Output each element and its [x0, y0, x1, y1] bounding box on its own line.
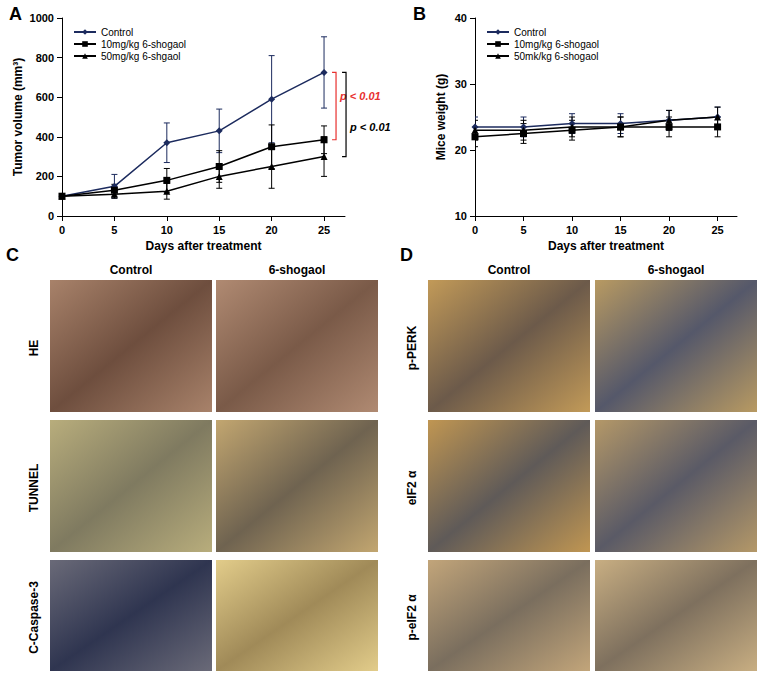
svg-text:600: 600	[36, 91, 54, 103]
svg-text:5: 5	[111, 224, 117, 236]
svg-text:D: D	[400, 245, 413, 265]
svg-text:25: 25	[318, 224, 330, 236]
svg-text:20: 20	[455, 144, 467, 156]
svg-text:0: 0	[48, 210, 54, 222]
svg-text:p < 0.01: p < 0.01	[349, 121, 391, 133]
svg-text:Mice weight (g): Mice weight (g)	[434, 74, 448, 161]
svg-text:B: B	[413, 4, 426, 24]
svg-text:5: 5	[520, 224, 526, 236]
svg-text:10: 10	[455, 210, 467, 222]
svg-text:Tumor volume (mm³): Tumor volume (mm³)	[11, 58, 25, 176]
svg-text:200: 200	[36, 170, 54, 182]
svg-text:p-eIF2 α: p-eIF2 α	[405, 594, 419, 641]
svg-text:HE: HE	[27, 340, 41, 357]
svg-text:6-shogaol: 6-shogaol	[648, 263, 705, 277]
svg-text:15: 15	[213, 224, 225, 236]
svg-text:0: 0	[59, 224, 65, 236]
svg-text:25: 25	[711, 224, 723, 236]
svg-text:10: 10	[161, 224, 173, 236]
svg-text:50mk/kg 6-shogaol: 50mk/kg 6-shogaol	[514, 51, 599, 62]
svg-text:p-PERK: p-PERK	[405, 325, 419, 370]
svg-text:eIF2 α: eIF2 α	[405, 470, 419, 505]
svg-text:Control: Control	[101, 27, 133, 38]
svg-text:40: 40	[455, 12, 467, 24]
svg-text:50mg/kg 6-shgaol: 50mg/kg 6-shgaol	[101, 51, 181, 62]
svg-text:Control: Control	[110, 263, 153, 277]
svg-text:Control: Control	[488, 263, 531, 277]
svg-text:20: 20	[663, 224, 675, 236]
svg-text:p < 0.01: p < 0.01	[339, 90, 381, 102]
svg-text:15: 15	[614, 224, 626, 236]
svg-text:C: C	[6, 245, 19, 265]
svg-text:Days after treatment: Days after treatment	[145, 239, 261, 253]
svg-text:A: A	[9, 4, 22, 24]
svg-text:0: 0	[472, 224, 478, 236]
svg-text:Control: Control	[514, 27, 546, 38]
svg-text:1000: 1000	[30, 12, 54, 24]
svg-text:10mg/kg 6-shogaol: 10mg/kg 6-shogaol	[514, 39, 599, 50]
svg-text:400: 400	[36, 131, 54, 143]
svg-text:800: 800	[36, 52, 54, 64]
svg-text:6-shogaol: 6-shogaol	[269, 263, 326, 277]
svg-text:10mg/kg 6-shogaol: 10mg/kg 6-shogaol	[101, 39, 186, 50]
svg-text:20: 20	[266, 224, 278, 236]
svg-text:Days after treatment: Days after treatment	[548, 239, 664, 253]
svg-text:30: 30	[455, 78, 467, 90]
svg-text:TUNNEL: TUNNEL	[27, 464, 41, 513]
svg-text:C-Caspase-3: C-Caspase-3	[27, 581, 41, 654]
svg-text:10: 10	[566, 224, 578, 236]
